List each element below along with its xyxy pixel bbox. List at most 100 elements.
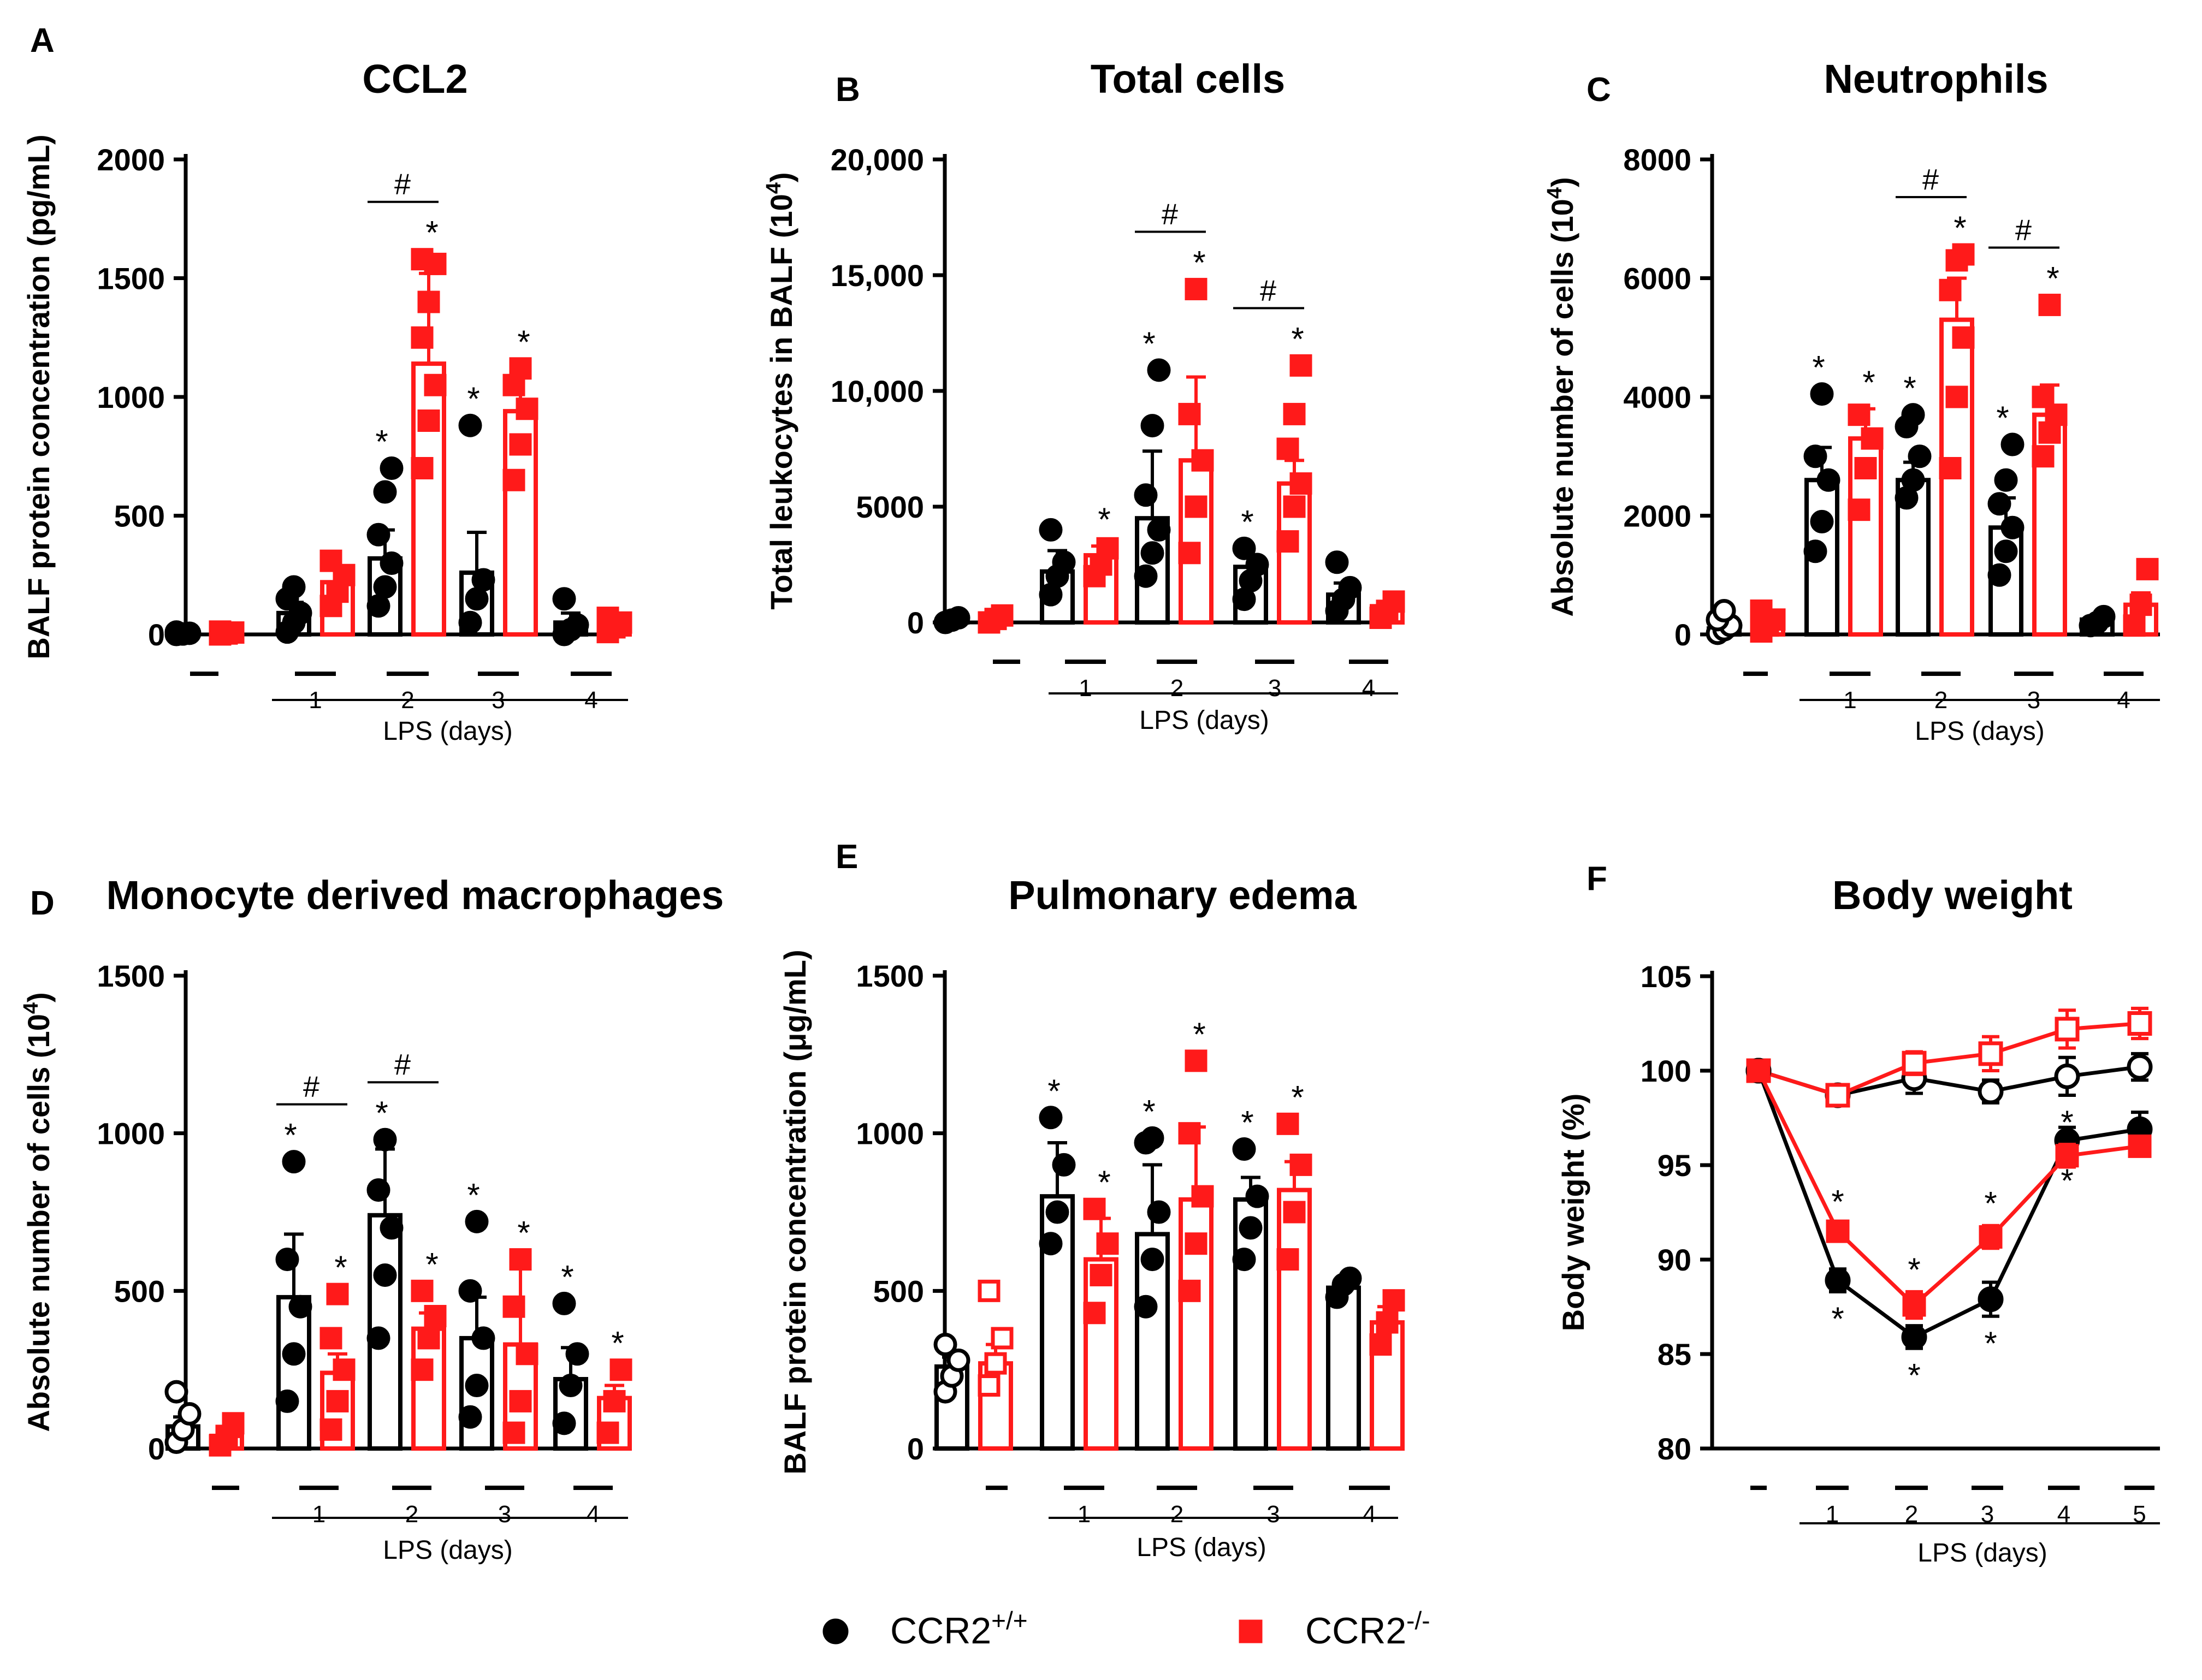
data-point xyxy=(1854,457,1877,479)
data-point xyxy=(373,480,397,504)
significance-star: * xyxy=(425,1246,438,1283)
data-point xyxy=(1052,1153,1076,1177)
data-point xyxy=(1848,403,1870,426)
category-label: 4 xyxy=(1363,1501,1376,1528)
data-point xyxy=(1232,1248,1256,1272)
data-point xyxy=(1140,414,1164,438)
data-point xyxy=(326,1283,349,1305)
data-point xyxy=(552,587,576,611)
data-point xyxy=(502,468,525,491)
data-point xyxy=(1978,1078,2004,1105)
y-axis-label-end: ) xyxy=(21,992,56,1002)
data-point xyxy=(1826,1219,1850,1243)
y-axis-label: BALF protein concentration (pg/mL) xyxy=(21,134,56,659)
data-point xyxy=(1178,542,1201,565)
data-point xyxy=(1803,444,1827,468)
significance-star: * xyxy=(1862,364,1875,401)
category-label: 4 xyxy=(1362,675,1375,702)
y-tick-label: 2000 xyxy=(1623,499,1691,533)
significance-star: * xyxy=(1241,1105,1253,1141)
data-point xyxy=(1134,564,1158,588)
data-point xyxy=(275,1389,299,1413)
data-point xyxy=(1147,1200,1171,1224)
data-point xyxy=(288,601,312,625)
significance-star: * xyxy=(1812,349,1825,386)
data-point xyxy=(1338,575,1362,599)
data-point xyxy=(458,413,482,437)
significance-star: * xyxy=(1908,1357,1920,1394)
significance-star: * xyxy=(1098,501,1110,538)
data-point xyxy=(1140,1248,1164,1272)
data-point xyxy=(1987,492,2011,516)
data-point xyxy=(471,568,495,592)
y-axis-label: Absolute number of cells (104) xyxy=(1543,177,1579,616)
data-point xyxy=(1945,385,1968,408)
data-point xyxy=(1902,1293,1926,1317)
data-point xyxy=(465,1209,489,1233)
data-point xyxy=(1369,1333,1392,1356)
bar xyxy=(276,1295,311,1451)
y-tick-label: 500 xyxy=(114,1274,165,1308)
y-axis-label-text: Absolute number of cells (10 xyxy=(21,1014,56,1432)
data-point xyxy=(565,613,589,637)
lps-label: LPS (days) xyxy=(383,717,512,746)
data-point xyxy=(465,587,489,611)
data-point xyxy=(1952,243,1975,266)
y-axis-label-end: ) xyxy=(1545,177,1579,187)
data-point xyxy=(1979,1225,2003,1249)
significance-star: * xyxy=(1291,320,1304,357)
data-point xyxy=(1376,1311,1399,1334)
data-point xyxy=(1750,599,1773,622)
data-point xyxy=(1239,1216,1263,1240)
data-point xyxy=(373,1263,397,1287)
significance-star: * xyxy=(1831,1301,1844,1337)
data-point xyxy=(1178,402,1201,425)
data-point xyxy=(1810,509,1834,533)
significance-star: * xyxy=(1047,1073,1060,1109)
data-point xyxy=(222,1412,245,1435)
data-point xyxy=(1382,590,1405,613)
data-point xyxy=(2136,557,2159,580)
data-point xyxy=(209,620,232,643)
data-point xyxy=(366,523,390,547)
data-point xyxy=(417,409,440,432)
data-point xyxy=(933,1332,957,1356)
data-point xyxy=(2038,293,2061,316)
lps-label: LPS (days) xyxy=(1917,1539,2047,1568)
hash-label: # xyxy=(1922,163,1939,196)
y-axis-label: Total leukocytes in BALF (104) xyxy=(762,172,798,609)
legend-label-sup: -/- xyxy=(1406,1606,1430,1635)
significance-star: * xyxy=(1903,370,1916,407)
data-point xyxy=(333,563,356,586)
data-point xyxy=(2000,515,2025,539)
y-tick-label: 500 xyxy=(114,499,165,533)
y-tick-label: 0 xyxy=(148,1432,165,1466)
y-tick-label: 1500 xyxy=(97,959,165,993)
significance-star: * xyxy=(1098,1164,1110,1201)
panel-D: D Monocyte derived macrophages 0 500 1000 150… xyxy=(20,872,724,1565)
data-point xyxy=(164,620,188,644)
bar xyxy=(1179,458,1214,625)
lps-label: LPS (days) xyxy=(1915,717,2044,746)
data-point xyxy=(991,604,1014,627)
y-axis-label-text: Body weight (%) xyxy=(1556,1094,1590,1332)
y-tick-label: 105 xyxy=(1641,959,1691,994)
data-point xyxy=(380,1216,404,1240)
data-point xyxy=(411,326,434,349)
bar xyxy=(1084,1257,1118,1451)
significance-star: * xyxy=(1831,1183,1844,1220)
significance-star: * xyxy=(467,1177,480,1213)
bar xyxy=(1370,1320,1405,1451)
data-point xyxy=(1083,1302,1106,1325)
data-point xyxy=(411,248,434,271)
data-point xyxy=(1276,1112,1299,1135)
legend: CCR2+/+ CCR2-/- xyxy=(822,1606,1430,1652)
data-point xyxy=(1283,1201,1306,1224)
data-point xyxy=(1712,599,1736,622)
data-point xyxy=(509,433,532,456)
data-point xyxy=(1908,444,1932,468)
category-label: 4 xyxy=(587,1501,600,1528)
data-point xyxy=(1338,1266,1362,1290)
data-point xyxy=(1902,1050,1927,1076)
series-line xyxy=(1757,1065,2140,1097)
